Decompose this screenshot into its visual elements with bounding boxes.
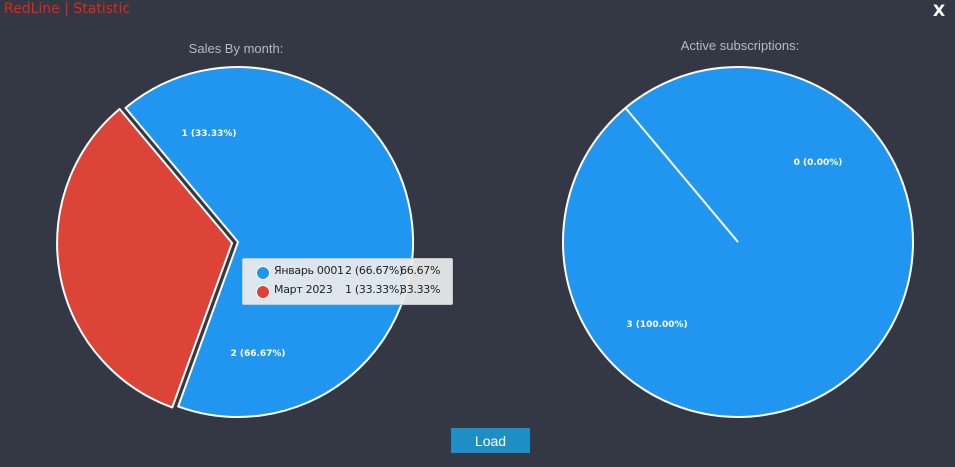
legend-swatch bbox=[256, 266, 270, 280]
load-button[interactable]: Load bbox=[451, 428, 530, 453]
slice-label: 1 (33.33%) bbox=[181, 129, 236, 139]
slice-label: 3 (100.00%) bbox=[626, 320, 687, 330]
legend-percent: 33.33% bbox=[400, 283, 441, 296]
sales-legend: Январь 0001 2 (66.67%) 66.67% Март 2023 … bbox=[242, 258, 453, 305]
pie-slice bbox=[624, 107, 739, 243]
slice-label: 2 (66.67%) bbox=[230, 349, 285, 359]
pie-slice bbox=[124, 66, 414, 418]
sales-chart-title: Sales By month: bbox=[188, 41, 284, 56]
slice-label: 0 (0.00%) bbox=[794, 158, 843, 168]
window-title: RedLine | Statistic bbox=[4, 1, 131, 17]
legend-percent: 66.67% bbox=[400, 264, 441, 277]
close-button[interactable]: X bbox=[932, 1, 946, 20]
legend-swatch bbox=[256, 285, 270, 299]
legend-item: Январь 0001 2 (66.67%) 66.67% bbox=[243, 262, 452, 281]
pie-slice bbox=[56, 107, 234, 409]
subscriptions-chart-title: Active subscriptions: bbox=[680, 38, 800, 53]
legend-name: Март 2023 bbox=[274, 283, 333, 296]
legend-value: 2 (66.67%) bbox=[345, 264, 404, 277]
legend-name: Январь 0001 bbox=[274, 264, 344, 277]
legend-value: 1 (33.33%) bbox=[345, 283, 404, 296]
legend-item: Март 2023 1 (33.33%) 33.33% bbox=[243, 281, 452, 300]
